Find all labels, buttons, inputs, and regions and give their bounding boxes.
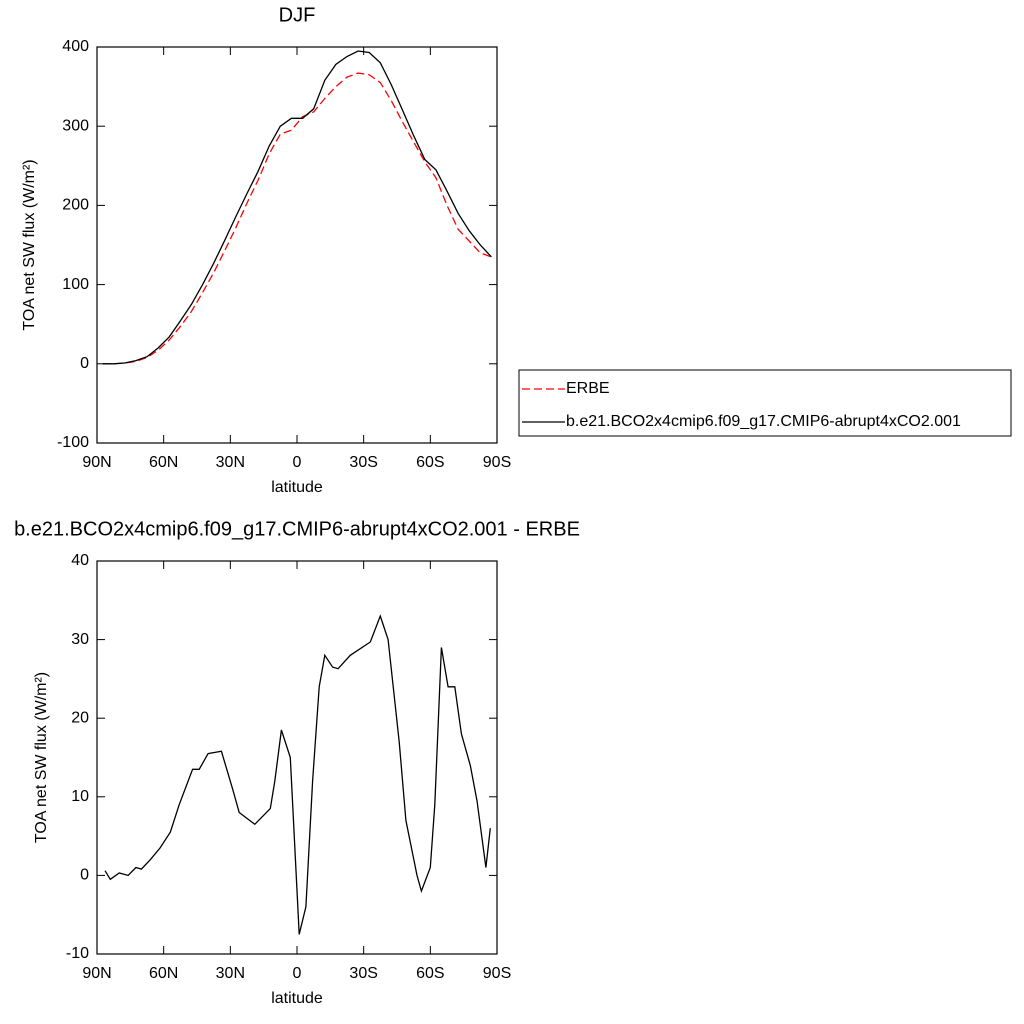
y-tick-label: -10 xyxy=(66,945,89,962)
legend-label: ERBE xyxy=(566,380,610,397)
y-tick-label: 40 xyxy=(71,552,89,569)
x-tick-label: 0 xyxy=(293,965,302,982)
x-tick-label: 60S xyxy=(416,965,444,982)
x-tick-label: 60S xyxy=(416,454,444,471)
x-tick-label: 30S xyxy=(349,454,377,471)
x-axis-label: latitude xyxy=(271,479,323,496)
y-tick-label: 20 xyxy=(71,709,89,726)
y-tick-label: -100 xyxy=(57,434,89,451)
y-tick-label: 10 xyxy=(71,788,89,805)
y-axis-label: TOA net SW flux (W/m²) xyxy=(21,159,38,330)
x-tick-label: 30S xyxy=(349,965,377,982)
y-tick-label: 0 xyxy=(80,355,89,372)
x-tick-label: 60N xyxy=(149,965,178,982)
y-axis-label: TOA net SW flux (W/m²) xyxy=(33,672,50,843)
chart-title: b.e21.BCO2x4cmip6.f09_g17.CMIP6-abrupt4x… xyxy=(14,518,580,540)
x-tick-label: 30N xyxy=(216,965,245,982)
legend-label: b.e21.BCO2x4cmip6.f09_g17.CMIP6-abrupt4x… xyxy=(566,413,961,430)
y-tick-label: 200 xyxy=(62,197,89,214)
y-tick-label: 300 xyxy=(62,117,89,134)
y-tick-label: 0 xyxy=(80,867,89,884)
y-tick-label: 30 xyxy=(71,631,89,648)
x-tick-label: 0 xyxy=(293,454,302,471)
chart-title: DJF xyxy=(279,4,316,26)
x-tick-label: 90N xyxy=(82,454,111,471)
data-line xyxy=(102,72,492,365)
legend-box xyxy=(518,369,1012,437)
y-tick-label: 400 xyxy=(62,38,89,55)
x-tick-label: 90S xyxy=(483,965,511,982)
y-tick-label: 100 xyxy=(62,276,89,293)
plot-frame xyxy=(96,46,498,444)
x-tick-label: 90S xyxy=(483,454,511,471)
x-axis-label: latitude xyxy=(271,990,323,1007)
x-tick-label: 60N xyxy=(149,454,178,471)
x-tick-label: 90N xyxy=(82,965,111,982)
data-line xyxy=(104,614,491,935)
data-line xyxy=(102,50,492,365)
x-tick-label: 30N xyxy=(216,454,245,471)
